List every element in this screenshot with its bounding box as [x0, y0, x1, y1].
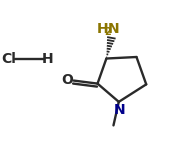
Text: Cl: Cl: [2, 52, 16, 66]
Text: H: H: [97, 22, 108, 36]
Text: N: N: [113, 103, 125, 117]
Text: N: N: [107, 22, 119, 36]
Text: H: H: [42, 52, 54, 66]
Text: 2: 2: [104, 27, 111, 37]
Text: O: O: [61, 73, 73, 87]
